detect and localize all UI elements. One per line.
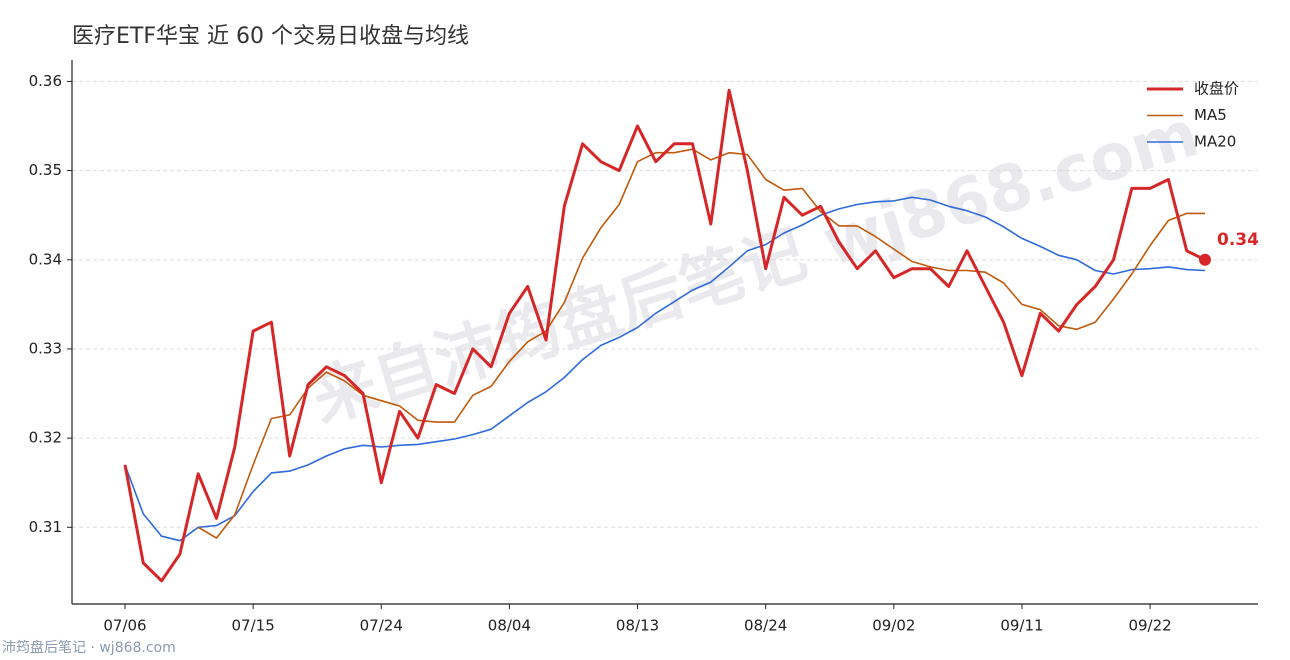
y-tick-label: 0.35 (29, 161, 62, 179)
footer: 沛筠盘后笔记 · wj868.com (2, 639, 176, 656)
legend-label: 收盘价 (1194, 80, 1239, 98)
legend-label: MA5 (1194, 106, 1227, 124)
legend-label: MA20 (1194, 133, 1236, 151)
series-line (197, 148, 1205, 539)
x-tick-label: 08/13 (616, 617, 659, 635)
y-tick-label: 0.33 (29, 339, 62, 357)
y-tick-label: 0.36 (29, 72, 62, 90)
y-tick-label: 0.34 (29, 250, 62, 268)
x-tick-label: 08/24 (744, 617, 787, 635)
x-tick-label: 07/06 (103, 617, 146, 635)
x-tick-label: 09/02 (872, 617, 915, 635)
x-tick-label: 09/22 (1128, 617, 1171, 635)
x-tick-label: 08/04 (488, 617, 531, 635)
last-point (1199, 253, 1211, 266)
x-tick-label: 07/24 (360, 617, 403, 635)
chart-title: 医疗ETF华宝 近 60 个交易日收盘与均线 (72, 24, 469, 49)
x-tick-label: 09/11 (1000, 617, 1043, 635)
series-line (123, 88, 1206, 583)
y-tick-label: 0.31 (29, 518, 62, 536)
value-label: 0.34 (1217, 230, 1259, 250)
x-tick-label: 07/15 (232, 617, 275, 635)
y-tick-label: 0.32 (29, 429, 62, 447)
series-line (124, 196, 1206, 542)
